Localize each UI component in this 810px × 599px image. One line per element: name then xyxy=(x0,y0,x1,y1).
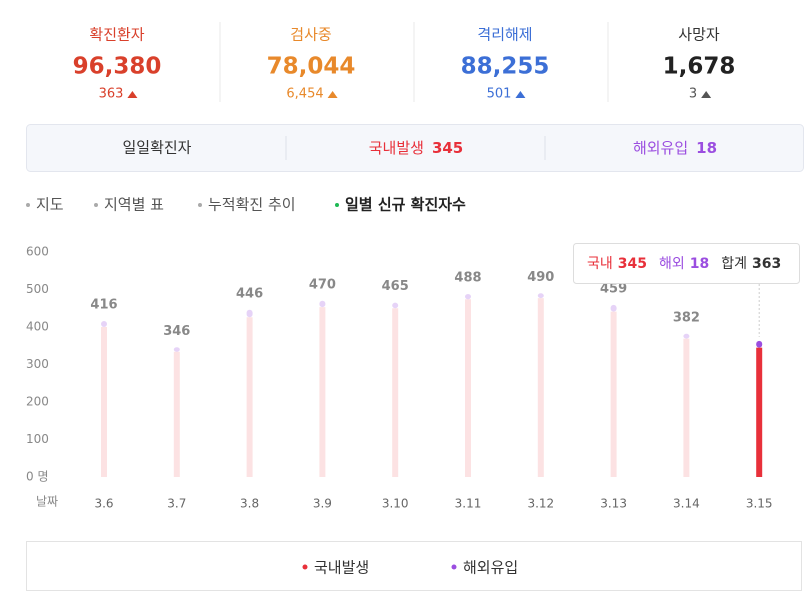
nav-item[interactable]: 지도 xyxy=(36,196,64,214)
total-label: 446 xyxy=(236,286,263,301)
y-tick-label: 0 명 xyxy=(26,470,49,484)
y-tick-label: 500 xyxy=(26,282,49,296)
tab-label: 국내발생 xyxy=(369,139,424,157)
bar-segment xyxy=(101,321,107,327)
bar-segment xyxy=(392,308,399,477)
stat-change: 3 xyxy=(689,87,697,102)
stat-change: 501 xyxy=(487,87,512,102)
bar-segment xyxy=(683,333,690,339)
tooltip-label: 해외 xyxy=(659,256,685,272)
bar-segment xyxy=(756,340,763,348)
x-tick-label: 3.7 xyxy=(167,497,186,511)
bar-segment xyxy=(246,317,253,477)
stat-label: 격리해제 xyxy=(477,26,532,44)
bar-segment xyxy=(610,304,617,312)
y-tick-label: 100 xyxy=(26,432,49,446)
x-tick-label: 3.10 xyxy=(382,497,409,511)
stat-value: 1,678 xyxy=(663,54,736,80)
nav-item[interactable]: 누적확진 추이 xyxy=(208,196,296,214)
x-tick-label: 3.12 xyxy=(527,497,554,511)
nav-dot xyxy=(26,203,30,207)
change-arrow xyxy=(701,91,712,98)
total-label: 465 xyxy=(382,279,409,294)
total-label: 459 xyxy=(600,281,627,296)
stat-label: 검사중 xyxy=(290,26,331,44)
x-axis-label: 날짜 xyxy=(36,495,58,509)
tooltip-label: 국내 xyxy=(587,256,613,272)
bar-segment xyxy=(756,347,763,477)
nav-dot xyxy=(335,203,339,207)
change-arrow xyxy=(515,91,526,98)
legend-box xyxy=(26,541,802,591)
tooltip xyxy=(573,243,800,284)
tab: 국내발생 345 xyxy=(369,139,464,157)
bar-segment xyxy=(392,302,399,309)
bar-segment xyxy=(101,327,107,477)
bar-segment xyxy=(319,300,326,308)
legend-label: 해외유입 xyxy=(463,559,518,577)
nav-dot xyxy=(94,203,98,207)
total-label: 470 xyxy=(309,277,336,292)
bar-segment xyxy=(465,294,471,300)
bar-segment xyxy=(319,307,326,477)
nav-dot xyxy=(198,203,202,207)
change-arrow xyxy=(127,91,138,98)
x-tick-label: 3.13 xyxy=(600,497,627,511)
x-tick-label: 3.9 xyxy=(313,497,332,511)
bar-segment xyxy=(610,311,617,477)
stat-label: 확진환자 xyxy=(89,26,144,44)
x-tick-label: 3.11 xyxy=(455,497,482,511)
y-tick-label: 300 xyxy=(26,357,49,371)
total-label: 382 xyxy=(673,310,700,325)
tooltip-text: 국내 345 해외 18 합계 363 xyxy=(587,256,781,272)
change-arrow xyxy=(327,91,338,98)
tooltip-value: 363 xyxy=(752,256,781,272)
bar-segment xyxy=(246,309,253,318)
stat-value: 78,044 xyxy=(267,54,356,80)
tab-label: 해외유입 xyxy=(633,139,688,157)
total-label: 488 xyxy=(454,271,481,286)
tab-bar xyxy=(26,124,804,172)
legend-dot xyxy=(451,564,457,570)
total-label: 490 xyxy=(527,270,554,285)
y-tick-label: 200 xyxy=(26,395,49,409)
x-tick-label: 3.14 xyxy=(673,497,700,511)
tooltip-value: 18 xyxy=(690,256,709,272)
stat-value: 96,380 xyxy=(73,54,162,80)
bar-segment xyxy=(537,298,544,477)
tab-value: 345 xyxy=(432,139,463,157)
x-tick-label: 3.15 xyxy=(746,497,773,511)
nav-item[interactable]: 일별 신규 확진자수 xyxy=(345,196,466,214)
y-tick-label: 600 xyxy=(26,245,49,259)
bar-segment xyxy=(465,299,471,477)
x-tick-label: 3.6 xyxy=(94,497,113,511)
tab: 일일확진자 xyxy=(122,139,191,157)
bar-segment xyxy=(173,347,180,352)
y-tick-label: 400 xyxy=(26,320,49,334)
stat-change: 6,454 xyxy=(286,87,323,102)
tab-value: 18 xyxy=(696,139,717,157)
tab: 해외유입 18 xyxy=(633,139,717,157)
stat-label: 사망자 xyxy=(678,26,720,44)
total-label: 346 xyxy=(163,324,190,339)
stat-change: 363 xyxy=(99,87,124,102)
tooltip-value: 345 xyxy=(618,256,647,272)
total-label: 416 xyxy=(90,298,117,313)
tooltip-label: 합계 xyxy=(721,256,747,272)
bar-segment xyxy=(173,351,180,477)
nav-item[interactable]: 지역별 표 xyxy=(104,196,164,214)
x-tick-label: 3.8 xyxy=(240,497,259,511)
bar-segment xyxy=(683,338,690,477)
legend-dot xyxy=(302,564,308,570)
legend-label: 국내발생 xyxy=(314,559,369,577)
bar-segment xyxy=(537,293,544,299)
stat-value: 88,255 xyxy=(461,54,550,80)
